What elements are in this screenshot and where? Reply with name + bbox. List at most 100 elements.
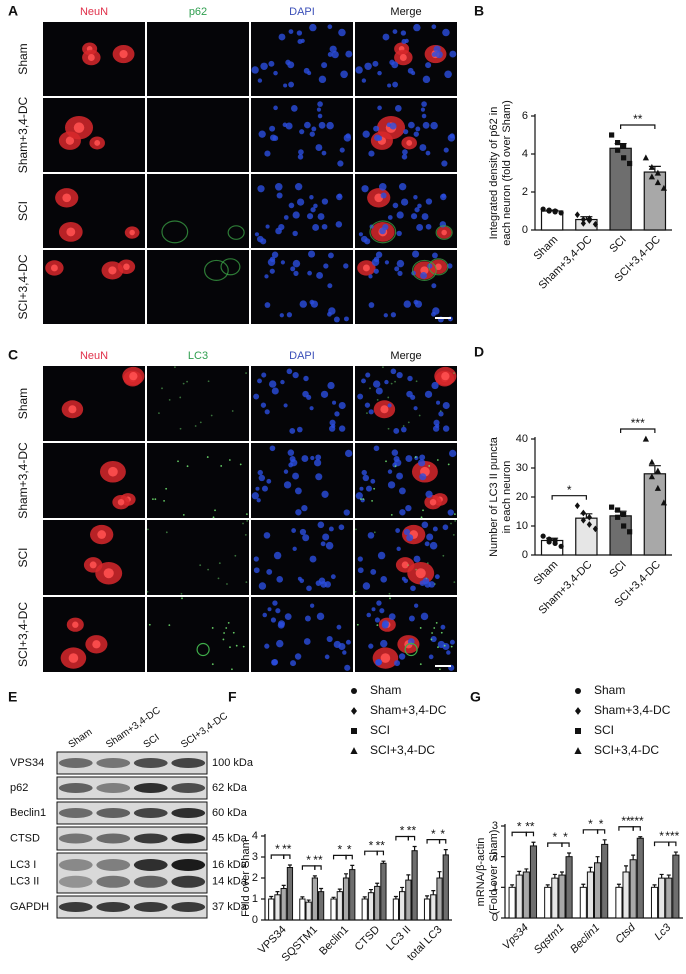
nucleus: [318, 121, 326, 129]
nucleolus: [103, 568, 114, 579]
legend-marker: [351, 707, 357, 715]
nucleus: [388, 613, 396, 621]
y-axis-label: mRNA/β-actin: [475, 838, 487, 907]
significance-bracket: [632, 826, 641, 831]
green-speck: [177, 460, 179, 463]
green-speck: [356, 623, 359, 626]
point: [586, 513, 592, 521]
nucleus: [273, 70, 278, 76]
nucleus: [433, 419, 440, 426]
nucleus: [317, 521, 325, 529]
nucleus: [267, 258, 276, 267]
blot-band: [58, 808, 93, 818]
row-label: SCI: [16, 547, 30, 567]
nucleus: [383, 313, 388, 318]
nucleus: [280, 379, 285, 385]
nucleus: [404, 38, 409, 43]
legend-label: Sham+3,4-DC: [594, 703, 671, 717]
blot-band: [58, 833, 93, 844]
bar: [575, 517, 598, 556]
micrograph: [147, 250, 249, 324]
nucleus: [283, 403, 288, 408]
micrograph: [147, 366, 249, 441]
nucleus: [299, 528, 307, 536]
micrograph: [147, 174, 249, 248]
green-speck: [154, 498, 157, 501]
nucleus: [336, 624, 342, 630]
nucleus: [268, 380, 277, 388]
nucleus: [307, 270, 312, 276]
point: [654, 484, 661, 491]
bar: [442, 854, 449, 921]
green-speck: [182, 382, 185, 385]
point: [546, 207, 552, 213]
significance-label: ***: [665, 829, 679, 843]
legend-label: Sham+3,4-DC: [370, 703, 447, 717]
error-bar: [602, 839, 607, 845]
blot-band: [96, 833, 131, 844]
protein-label: p62: [10, 782, 28, 794]
nucleus: [264, 643, 270, 649]
nucleus: [302, 534, 310, 542]
nucleus: [377, 70, 382, 76]
nucleus: [323, 263, 329, 269]
nucleolus: [72, 621, 79, 628]
bar: [643, 171, 667, 231]
bar: [280, 888, 287, 921]
micrograph: [251, 22, 353, 96]
nucleus: [338, 28, 346, 37]
size-label: 37 kDa: [212, 901, 248, 913]
green-speck: [165, 531, 168, 534]
micrograph: [355, 443, 457, 519]
micrograph-bg: [147, 22, 249, 96]
nucleus: [361, 235, 368, 243]
blot-box: [56, 801, 208, 825]
significance-bracket: [620, 124, 656, 129]
nucleolus: [129, 371, 138, 381]
nucleus: [432, 425, 440, 432]
x-tick-label: CTSD: [353, 924, 383, 954]
green-speck: [242, 645, 245, 648]
green-speck: [212, 516, 215, 519]
y-axis-label: Number of LC3 II puncta: [488, 436, 500, 557]
green-speck: [223, 632, 225, 634]
nucleus: [396, 259, 405, 268]
green-speck: [366, 412, 368, 415]
point: [615, 147, 621, 153]
green-speck: [362, 498, 365, 501]
size-label: 45 kDa: [212, 832, 248, 844]
nucleus: [310, 455, 315, 461]
green-speck: [439, 410, 442, 412]
error-bar: [552, 873, 557, 879]
green-speck: [415, 380, 418, 383]
nucleus: [271, 659, 278, 666]
nucleus: [276, 639, 284, 648]
nucleus: [400, 30, 407, 36]
nucleus: [338, 524, 345, 531]
panel-letter: C: [8, 347, 18, 363]
nucleus: [293, 270, 299, 276]
green-speck: [210, 414, 213, 417]
point: [654, 467, 661, 474]
bar: [558, 874, 566, 919]
nucleus: [291, 528, 297, 533]
nucleus: [331, 50, 339, 59]
point: [621, 523, 627, 529]
nucleus: [318, 577, 326, 585]
bar: [586, 871, 595, 919]
nucleus: [449, 50, 457, 58]
green-speck: [211, 663, 214, 666]
nucleus: [345, 50, 353, 58]
micrograph-bg: [251, 22, 353, 96]
nucleus: [447, 263, 453, 269]
error-bar: [406, 874, 411, 881]
nucleus: [271, 387, 279, 395]
bar: [609, 515, 632, 556]
channel-label: Merge: [390, 6, 421, 18]
y-tick-label: 2: [492, 851, 498, 863]
blot-band: [96, 783, 131, 793]
bar: [330, 898, 337, 921]
nucleus: [317, 213, 325, 221]
green-speck: [402, 425, 405, 427]
green-speck: [454, 520, 457, 522]
